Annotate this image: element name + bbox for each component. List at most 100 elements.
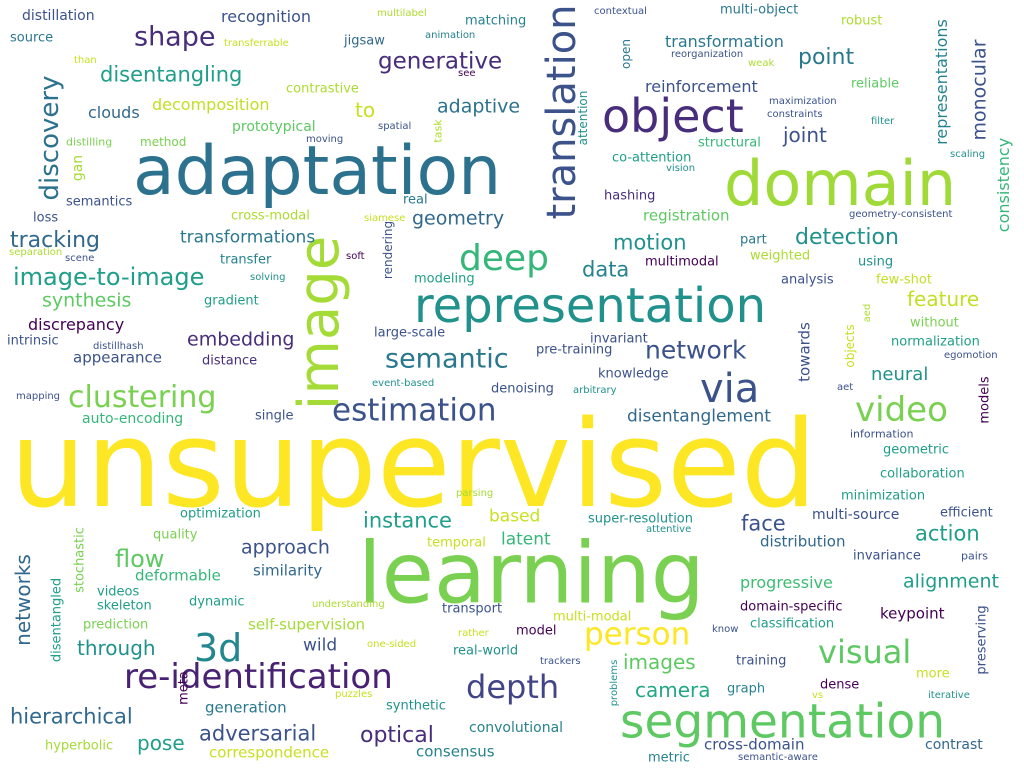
word-videos: videos xyxy=(97,584,140,600)
word-normalization: normalization xyxy=(891,334,980,350)
word-contextual: contextual xyxy=(594,6,647,17)
word-classification: classification xyxy=(750,616,835,632)
word-reorganization: reorganization xyxy=(671,49,744,60)
word-open: open xyxy=(619,39,633,69)
word-part: part xyxy=(740,232,767,248)
word-semantic: semantic xyxy=(385,343,509,375)
word-camera: camera xyxy=(635,678,711,702)
word-iterative: iterative xyxy=(928,690,970,701)
word-large-scale: large-scale xyxy=(374,325,446,341)
word-neural: neural xyxy=(871,364,929,385)
word-trackers: trackers xyxy=(540,656,581,667)
word-detection: detection xyxy=(795,225,899,250)
word-wild: wild xyxy=(303,635,338,656)
word-efficient: efficient xyxy=(940,505,993,521)
word-single: single xyxy=(255,408,294,424)
word-pairs: pairs xyxy=(961,549,989,563)
word-information: information xyxy=(850,427,914,441)
word-disentangled: disentangled xyxy=(49,577,65,663)
word-clustering: clustering xyxy=(68,380,217,415)
word-soft: soft xyxy=(346,251,365,262)
word-transferrable: transferrable xyxy=(224,38,289,49)
word-attentive: attentive xyxy=(646,524,692,535)
word-learning: learning xyxy=(358,524,705,624)
word-dynamic: dynamic xyxy=(189,594,245,610)
word-adversarial: adversarial xyxy=(199,721,317,746)
word-intrinsic: intrinsic xyxy=(7,333,59,349)
word-clouds: clouds xyxy=(88,103,140,122)
word-motion: motion xyxy=(613,230,687,255)
word-metric: metric xyxy=(648,750,690,766)
word-shape: shape xyxy=(134,21,216,53)
word-approach: approach xyxy=(241,536,330,559)
word-arbitrary: arbitrary xyxy=(573,385,617,396)
word-task: task xyxy=(431,119,445,143)
word-solving: solving xyxy=(250,272,286,283)
word-adaptive: adaptive xyxy=(437,95,521,118)
word-deep: deep xyxy=(459,238,549,279)
word-transfer: transfer xyxy=(220,252,272,268)
word-video: video xyxy=(855,390,948,430)
word-image: image xyxy=(287,235,352,411)
word-maximization: maximization xyxy=(769,96,837,107)
word-know: know xyxy=(712,624,739,635)
word-loss: loss xyxy=(33,210,59,226)
word-estimation: estimation xyxy=(332,392,497,429)
word-through: through xyxy=(77,636,156,660)
word-real: real xyxy=(403,192,428,208)
word-dense: dense xyxy=(820,677,860,693)
word-joint: joint xyxy=(783,123,827,147)
word-flow: flow xyxy=(115,545,165,573)
word-discovery: discovery xyxy=(35,75,65,201)
word-separation: separation xyxy=(9,247,63,258)
word-towards: towards xyxy=(795,322,814,382)
word-progressive: progressive xyxy=(740,573,833,592)
word-modeling: modeling xyxy=(414,271,475,287)
word-distribution: distribution xyxy=(760,532,846,551)
word-self-supervision: self-supervision xyxy=(248,615,366,634)
word-face: face xyxy=(741,511,786,536)
word-spatial: spatial xyxy=(378,121,412,132)
word-feature: feature xyxy=(907,287,980,311)
word-event-based: event-based xyxy=(372,378,435,389)
word-optical: optical xyxy=(360,723,434,748)
word-gan: gan xyxy=(70,154,86,182)
word-consensus: consensus xyxy=(416,742,495,761)
word-without: without xyxy=(910,315,959,331)
word-super-resolution: super-resolution xyxy=(588,511,694,527)
word-distance: distance xyxy=(202,353,258,369)
word-moving: moving xyxy=(306,134,344,145)
word-consistency: consistency xyxy=(994,137,1013,233)
word-graph: graph xyxy=(727,681,766,697)
word-semantic-aware: semantic-aware xyxy=(738,752,818,763)
word-data: data xyxy=(582,257,630,282)
word-keypoint: keypoint xyxy=(880,604,945,623)
word-contrast: contrast xyxy=(925,737,983,753)
word-real-world: real-world xyxy=(453,643,519,659)
word-using: using xyxy=(858,254,894,270)
word-scene: scene xyxy=(65,253,95,264)
word-domain-specific: domain-specific xyxy=(740,599,843,615)
word-weak: weak xyxy=(748,58,775,69)
word-mapping: mapping xyxy=(16,391,61,402)
word-unsupervised: unsupervised xyxy=(10,396,817,535)
word-transformations: transformations xyxy=(180,227,316,248)
word-one-sided: one-sided xyxy=(367,639,417,650)
word-pre-training: pre-training xyxy=(536,342,613,358)
word-optimization: optimization xyxy=(180,506,261,522)
word-prototypical: prototypical xyxy=(232,119,316,135)
word-denoising: denoising xyxy=(491,381,554,397)
word-models: models xyxy=(977,376,993,424)
word-point: point xyxy=(798,45,855,70)
word-hyperbolic: hyperbolic xyxy=(45,738,114,754)
word-reinforcement: reinforcement xyxy=(645,77,758,96)
word-registration: registration xyxy=(643,206,730,225)
word-model: model xyxy=(516,623,557,639)
word-prediction: prediction xyxy=(83,617,149,633)
word-more: more xyxy=(916,666,950,682)
word-auto-encoding: auto-encoding xyxy=(82,411,184,427)
word-aet: aet xyxy=(837,382,854,393)
word-geometric: geometric xyxy=(883,442,950,458)
word-problems: problems xyxy=(609,659,620,707)
word-action: action xyxy=(915,521,980,546)
